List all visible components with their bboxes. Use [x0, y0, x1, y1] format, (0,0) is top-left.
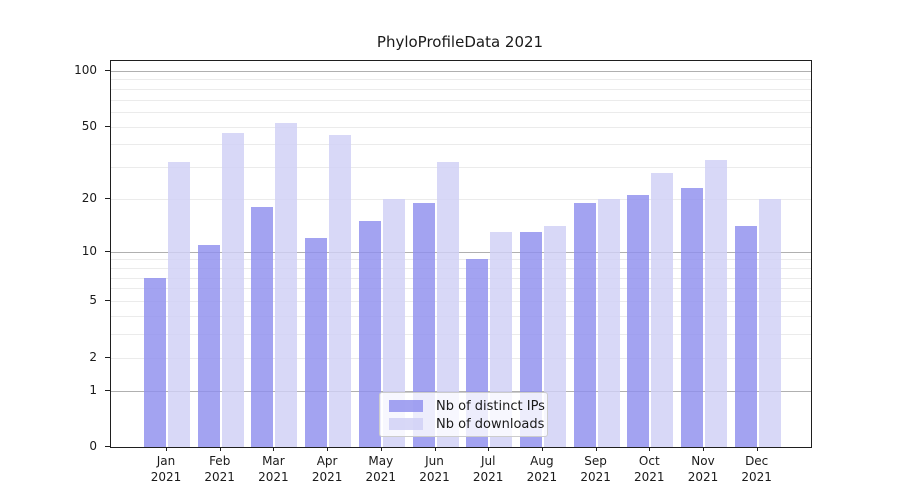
gridline-minor	[111, 112, 811, 113]
gridline-major	[111, 70, 811, 72]
bar-downloads	[597, 198, 620, 447]
x-tick-mark	[595, 447, 597, 451]
y-tick-label: 20	[81, 190, 97, 205]
x-tick-label: May 2021	[365, 454, 397, 484]
gridline-minor	[111, 267, 811, 269]
bar-downloads	[651, 172, 674, 447]
chart-title: PhyloProfileData 2021	[376, 33, 544, 51]
legend-item-distinct-ips: Nb of distinct IPs	[389, 398, 545, 414]
bar-downloads	[329, 135, 352, 447]
x-tick-mark	[327, 447, 329, 451]
gridline-minor	[111, 288, 811, 290]
x-tick-mark	[649, 447, 651, 451]
bar-downloads	[436, 162, 459, 447]
x-tick-label: Oct 2021	[634, 454, 665, 484]
y-tick-label: 50	[81, 118, 97, 133]
gridline-minor	[111, 198, 811, 200]
gridline-minor	[111, 334, 811, 335]
x-tick-label: Jan 2021	[150, 454, 182, 484]
x-tick-mark	[434, 447, 436, 451]
x-tick-label: Sep 2021	[580, 454, 611, 484]
gridline-minor	[111, 88, 811, 90]
gridline-minor	[111, 126, 811, 128]
gridline-minor	[111, 259, 811, 261]
gridline-minor	[111, 99, 811, 101]
x-tick-mark	[756, 447, 758, 451]
y-tick-label: 2	[89, 349, 97, 364]
x-tick-mark	[273, 447, 275, 451]
gridline-major	[111, 251, 811, 253]
x-tick-label: Mar 2021	[258, 454, 289, 484]
bar-downloads	[221, 133, 244, 447]
gridline-minor	[111, 144, 811, 146]
x-tick-label: Jul 2021	[472, 454, 504, 484]
x-tick-mark	[703, 447, 704, 451]
x-tick-label: Jun 2021	[419, 454, 450, 484]
bar-downloads	[382, 198, 405, 447]
legend-label: Nb of distinct IPs	[436, 398, 545, 414]
y-tick-label: 5	[89, 293, 97, 307]
x-tick-mark	[380, 447, 382, 451]
gridline-minor	[111, 315, 811, 317]
x-tick-label: Apr 2021	[311, 454, 343, 484]
gridline-minor	[111, 301, 811, 302]
x-tick-mark	[219, 447, 221, 451]
y-tick-mark	[105, 300, 110, 301]
bar-distinct-ips	[681, 188, 703, 447]
y-tick-mark	[105, 356, 110, 358]
y-tick-mark	[105, 446, 110, 447]
bar-downloads	[705, 159, 727, 447]
x-tick-mark	[488, 447, 490, 451]
legend-swatch	[389, 418, 423, 430]
bar-distinct-ips	[358, 221, 381, 447]
x-tick-label: Aug 2021	[526, 454, 558, 484]
bar-downloads	[275, 123, 298, 447]
legend-swatch	[389, 400, 423, 412]
bar-distinct-ips	[412, 202, 435, 447]
gridline-major	[111, 390, 811, 392]
x-axis: Jan 2021 Feb 2021 Mar 2021 Apr 2021 May 2021…	[0, 447, 900, 497]
y-tick-mark	[105, 197, 110, 199]
bar-downloads	[168, 162, 190, 447]
legend: Nb of distinct IPs Nb of downloads	[379, 392, 548, 437]
y-tick-mark	[105, 125, 110, 127]
y-axis: 0 1 2 5 10 20 50 100	[0, 60, 110, 453]
bar-downloads	[543, 226, 566, 447]
y-tick-label: 0	[89, 439, 97, 453]
gridline-minor	[111, 167, 811, 169]
bar-distinct-ips	[627, 195, 650, 447]
y-tick-label: 10	[81, 243, 97, 258]
x-tick-label: Feb 2021	[204, 454, 235, 484]
bar-distinct-ips	[573, 202, 596, 447]
gridline-minor	[111, 79, 811, 81]
legend-item-downloads: Nb of downloads	[389, 416, 544, 432]
gridline-minor	[111, 277, 811, 279]
y-tick-mark	[105, 69, 110, 71]
gridline-minor	[111, 357, 811, 359]
plot-area: Nb of distinct IPs Nb of downloads	[110, 60, 812, 448]
bar-distinct-ips	[144, 277, 166, 447]
bar-distinct-ips	[734, 226, 757, 447]
x-tick-label: Nov 2021	[687, 454, 719, 484]
y-tick-label: 1	[89, 382, 97, 397]
bar-distinct-ips	[251, 207, 274, 447]
bar-downloads	[758, 198, 781, 447]
bar-distinct-ips	[305, 238, 328, 447]
y-tick-label: 100	[74, 62, 97, 77]
x-tick-mark	[166, 447, 167, 451]
y-tick-mark	[105, 250, 110, 252]
x-tick-mark	[541, 447, 543, 451]
y-tick-mark	[105, 389, 110, 391]
x-tick-label: Dec 2021	[741, 454, 772, 484]
bar-distinct-ips	[197, 244, 220, 447]
legend-label: Nb of downloads	[436, 416, 545, 432]
